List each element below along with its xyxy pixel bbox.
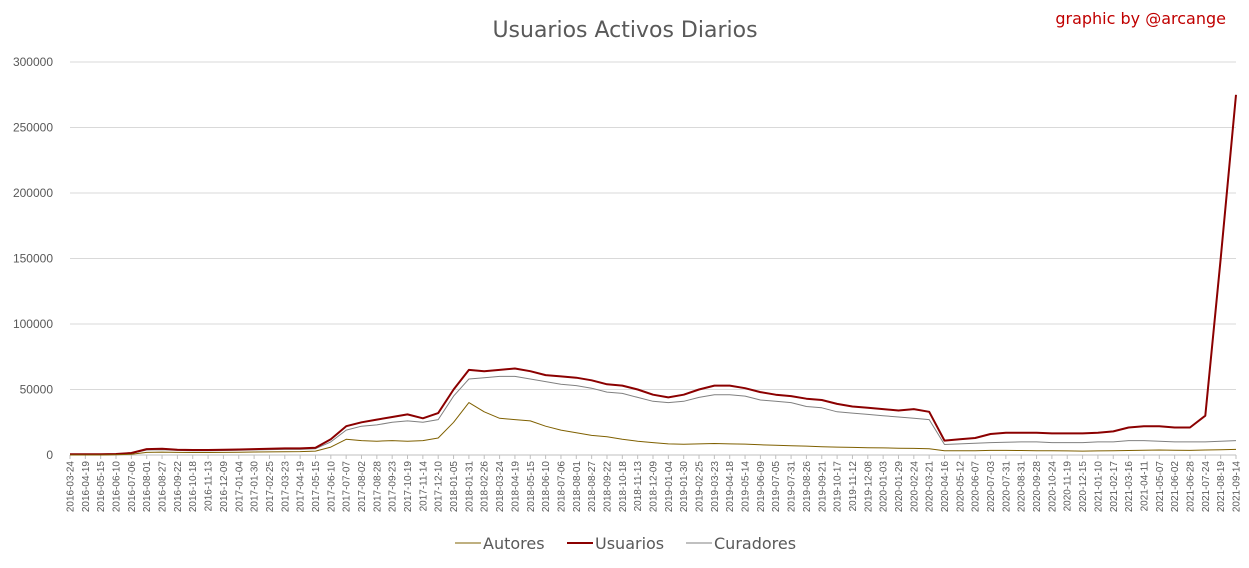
x-tick-label: 2019-07-31 [787, 461, 798, 513]
x-tick-label: 2018-05-15 [526, 461, 537, 513]
x-tick-label: 2016-05-15 [96, 461, 107, 513]
series-line-autores [70, 402, 1237, 456]
x-tick-label: 2017-12-10 [434, 461, 445, 513]
x-tick-label: 2021-08-19 [1216, 461, 1227, 513]
x-tick-label: 2017-01-04 [234, 461, 245, 513]
y-tick-label: 100000 [13, 317, 53, 331]
y-tick-label: 200000 [13, 186, 53, 200]
x-tick-label: 2020-02-24 [909, 461, 920, 513]
x-tick-label: 2017-11-14 [418, 461, 429, 512]
x-axis-ticks: 2016-03-24 2016-04-19 2016-05-15 2016-06-10… [66, 455, 1243, 512]
x-tick-label: 2020-07-03 [986, 461, 997, 513]
y-tick-label: 0 [46, 448, 53, 462]
x-tick-label: 2016-07-06 [127, 461, 138, 513]
x-tick-label: 2019-03-23 [710, 461, 721, 513]
x-tick-label: 2020-01-03 [879, 461, 890, 513]
x-tick-label: 2017-06-10 [326, 461, 337, 513]
x-tick-label: 2020-07-31 [1001, 461, 1012, 513]
x-tick-label: 2019-08-26 [802, 461, 813, 513]
x-tick-label: 2020-04-16 [940, 461, 951, 513]
x-tick-label: 2017-08-28 [372, 461, 383, 513]
x-tick-label: 2018-06-10 [541, 461, 552, 513]
x-tick-label: 2018-08-01 [572, 461, 583, 513]
y-tick-label: 150000 [13, 252, 53, 266]
x-tick-label: 2019-01-30 [679, 461, 690, 513]
x-tick-label: 2020-10-24 [1047, 461, 1058, 513]
chart-credit: graphic by @arcange [1055, 9, 1226, 28]
y-axis-ticks: 0 50000 100000 150000 200000 250000 300000 [13, 55, 53, 462]
x-tick-label: 2017-07-07 [342, 461, 353, 513]
x-tick-label: 2018-09-22 [602, 461, 613, 513]
x-tick-label: 2016-10-18 [188, 461, 199, 513]
x-tick-label: 2021-03-16 [1124, 461, 1135, 513]
x-tick-label: 2019-10-17 [833, 461, 844, 513]
chart-title: Usuarios Activos Diarios [492, 18, 757, 43]
x-tick-label: 2020-06-07 [971, 461, 982, 513]
legend-label: Usuarios [595, 534, 664, 553]
series-lines [70, 94, 1237, 456]
x-tick-label: 2018-07-06 [556, 461, 567, 513]
x-tick-label: 2021-02-17 [1109, 461, 1120, 513]
x-tick-label: 2019-11-12 [848, 461, 859, 512]
legend-label: Curadores [714, 534, 796, 553]
x-tick-label: 2016-08-27 [158, 461, 169, 513]
x-tick-label: 2018-08-27 [587, 461, 598, 513]
x-tick-label: 2020-11-19 [1063, 461, 1074, 512]
y-tick-label: 50000 [20, 383, 54, 397]
x-tick-label: 2020-03-21 [925, 461, 936, 513]
legend-label: Autores [483, 534, 545, 553]
x-tick-label: 2017-09-23 [388, 461, 399, 513]
x-tick-label: 2021-04-11 [1139, 461, 1150, 512]
x-tick-label: 2021-05-07 [1155, 461, 1166, 513]
y-tick-label: 300000 [13, 55, 53, 69]
x-tick-label: 2020-01-29 [894, 461, 905, 513]
x-tick-label: 2017-04-19 [296, 461, 307, 513]
x-tick-label: 2018-03-24 [495, 461, 506, 513]
x-tick-label: 2021-06-02 [1170, 461, 1181, 513]
x-tick-label: 2017-01-30 [250, 461, 261, 513]
x-tick-label: 2017-05-15 [311, 461, 322, 513]
x-tick-label: 2020-05-12 [955, 461, 966, 513]
x-tick-label: 2020-09-28 [1032, 461, 1043, 513]
x-tick-label: 2016-08-01 [142, 461, 153, 513]
x-tick-label: 2017-08-02 [357, 461, 368, 513]
x-tick-label: 2017-10-19 [403, 461, 414, 513]
x-tick-label: 2021-07-24 [1201, 461, 1212, 513]
x-tick-label: 2017-03-23 [280, 461, 291, 513]
x-tick-label: 2019-04-18 [725, 461, 736, 513]
x-tick-label: 2018-01-31 [464, 461, 475, 513]
x-tick-label: 2021-01-10 [1093, 461, 1104, 513]
x-tick-label: 2020-12-15 [1078, 461, 1089, 513]
x-tick-label: 2016-03-24 [66, 461, 77, 513]
x-tick-label: 2019-09-21 [817, 461, 828, 513]
x-tick-label: 2018-02-26 [480, 461, 491, 513]
x-tick-label: 2016-09-22 [173, 461, 184, 513]
x-tick-label: 2016-04-19 [81, 461, 92, 513]
x-tick-label: 2019-01-04 [664, 461, 675, 513]
x-tick-label: 2019-12-08 [863, 461, 874, 513]
y-tick-label: 250000 [13, 121, 53, 135]
x-tick-label: 2019-06-09 [756, 461, 767, 513]
gridlines [70, 61, 1236, 456]
x-tick-label: 2019-05-14 [741, 461, 752, 513]
x-tick-label: 2018-10-18 [618, 461, 629, 513]
legend: Autores Usuarios Curadores [455, 534, 796, 553]
x-tick-label: 2019-02-25 [695, 461, 706, 513]
x-tick-label: 2016-12-09 [219, 461, 230, 513]
x-tick-label: 2016-11-13 [204, 461, 215, 512]
x-tick-label: 2016-06-10 [112, 461, 123, 513]
x-tick-label: 2018-04-19 [510, 461, 521, 513]
x-tick-label: 2018-11-13 [633, 461, 644, 512]
x-tick-label: 2021-09-14 [1232, 461, 1243, 513]
x-tick-label: 2021-06-28 [1185, 461, 1196, 513]
x-tick-label: 2019-07-05 [771, 461, 782, 513]
x-tick-label: 2018-12-09 [649, 461, 660, 513]
series-line-usuarios [70, 94, 1237, 456]
x-tick-label: 2018-01-05 [449, 461, 460, 513]
x-tick-label: 2020-08-31 [1017, 461, 1028, 513]
x-tick-label: 2017-02-25 [265, 461, 276, 513]
